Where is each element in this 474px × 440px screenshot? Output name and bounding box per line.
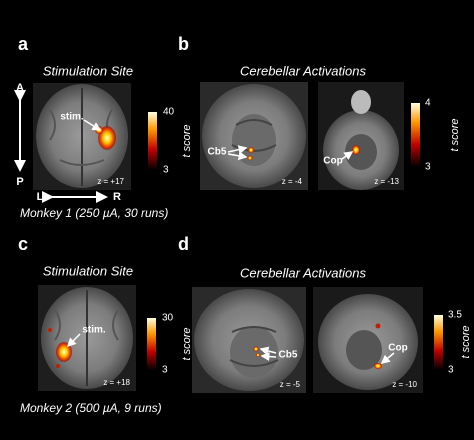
colorbar-label: t score bbox=[181, 327, 193, 360]
axis-label: A bbox=[16, 82, 24, 94]
annotation: Cb5 bbox=[279, 350, 298, 361]
colorbar bbox=[148, 112, 157, 170]
colorbar-label: t score bbox=[449, 118, 461, 151]
panel-title: Cerebellar Activations bbox=[240, 265, 366, 280]
slice-label: z = -4 bbox=[282, 177, 303, 186]
brain-image bbox=[318, 82, 404, 190]
annotation: Cop bbox=[388, 343, 407, 354]
brain-image bbox=[200, 82, 308, 190]
annotation: stim. bbox=[60, 112, 84, 123]
brain-image bbox=[33, 83, 131, 190]
slice-label: z = +18 bbox=[103, 378, 130, 387]
arrow bbox=[83, 119, 102, 131]
panel-label: c bbox=[18, 234, 28, 254]
colorbar-max: 4 bbox=[425, 98, 431, 109]
panel-label: d bbox=[178, 234, 189, 254]
axis-label: L bbox=[37, 191, 44, 203]
brain-image bbox=[38, 285, 136, 391]
arrow bbox=[259, 346, 277, 356]
brain-image bbox=[313, 287, 423, 393]
annotation: Cop bbox=[323, 156, 342, 167]
arrow bbox=[380, 352, 395, 364]
panel-title: Cerebellar Activations bbox=[240, 63, 366, 78]
colorbar bbox=[147, 318, 156, 370]
colorbar bbox=[434, 315, 443, 370]
panel-title: Stimulation Site bbox=[43, 263, 133, 278]
axis-label: P bbox=[16, 176, 23, 188]
annotation: stim. bbox=[82, 325, 106, 336]
colorbar-min: 3 bbox=[162, 365, 168, 376]
colorbar-label: t score bbox=[181, 124, 193, 157]
colorbar-min: 3 bbox=[163, 165, 169, 176]
caption: Monkey 2 (500 µA, 9 runs) bbox=[20, 401, 162, 415]
annotation: Cb5 bbox=[208, 147, 227, 158]
brain-image bbox=[192, 287, 306, 393]
colorbar-max: 40 bbox=[163, 107, 175, 118]
slice-label: z = -10 bbox=[392, 380, 417, 389]
arrow bbox=[227, 151, 248, 161]
colorbar-max: 3.5 bbox=[448, 310, 462, 321]
axis-label: R bbox=[113, 191, 121, 203]
colorbar-min: 3 bbox=[448, 365, 454, 376]
arrow bbox=[260, 352, 277, 362]
panel-label: b bbox=[178, 34, 189, 54]
colorbar-max: 30 bbox=[162, 313, 174, 324]
slice-label: z = +17 bbox=[97, 177, 124, 186]
colorbar-label: t score bbox=[460, 325, 472, 358]
panel-title: Stimulation Site bbox=[43, 63, 133, 78]
colorbar bbox=[411, 103, 420, 167]
arrow bbox=[66, 333, 81, 348]
arrow bbox=[341, 151, 354, 160]
caption: Monkey 1 (250 µA, 30 runs) bbox=[20, 206, 168, 220]
slice-label: z = -13 bbox=[374, 177, 399, 186]
colorbar-min: 3 bbox=[425, 162, 431, 173]
panel-label: a bbox=[18, 34, 29, 54]
slice-label: z = -5 bbox=[280, 380, 301, 389]
arrow bbox=[227, 145, 248, 155]
